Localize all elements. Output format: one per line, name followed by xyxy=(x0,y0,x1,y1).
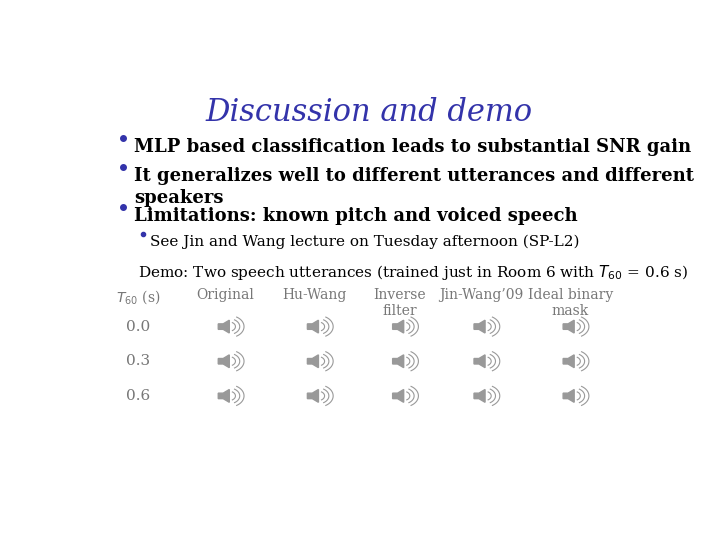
Polygon shape xyxy=(218,389,229,402)
Polygon shape xyxy=(563,320,574,333)
Text: Ideal binary
mask: Ideal binary mask xyxy=(528,288,613,318)
Polygon shape xyxy=(474,389,485,402)
Polygon shape xyxy=(563,389,574,402)
Polygon shape xyxy=(218,320,229,333)
Text: Demo: Two speech utterances (trained just in Room 6 with $\mathit{T}_{60}$ = 0.6: Demo: Two speech utterances (trained jus… xyxy=(138,264,688,282)
Text: Limitations: known pitch and voiced speech: Limitations: known pitch and voiced spee… xyxy=(134,207,577,225)
Text: MLP based classification leads to substantial SNR gain: MLP based classification leads to substa… xyxy=(134,138,691,156)
Polygon shape xyxy=(307,355,318,368)
Polygon shape xyxy=(392,355,404,368)
Text: 0.3: 0.3 xyxy=(126,354,150,368)
Polygon shape xyxy=(307,320,318,333)
Text: $T_{60}$ (s): $T_{60}$ (s) xyxy=(116,288,161,306)
Polygon shape xyxy=(392,320,404,333)
Polygon shape xyxy=(474,320,485,333)
Polygon shape xyxy=(218,355,229,368)
Text: Original: Original xyxy=(197,288,255,302)
Text: 0.6: 0.6 xyxy=(126,389,150,403)
Text: Discussion and demo: Discussion and demo xyxy=(205,97,533,128)
Polygon shape xyxy=(563,355,574,368)
Polygon shape xyxy=(392,389,404,402)
Text: It generalizes well to different utterances and different
speakers: It generalizes well to different utteran… xyxy=(134,167,694,207)
Polygon shape xyxy=(307,389,318,402)
Text: 0.0: 0.0 xyxy=(126,320,150,334)
Text: Inverse
filter: Inverse filter xyxy=(374,288,426,318)
Text: Jin-Wang’09: Jin-Wang’09 xyxy=(439,288,523,302)
Text: Hu-Wang: Hu-Wang xyxy=(282,288,347,302)
Text: See Jin and Wang lecture on Tuesday afternoon (SP-L2): See Jin and Wang lecture on Tuesday afte… xyxy=(150,234,580,248)
Polygon shape xyxy=(474,355,485,368)
